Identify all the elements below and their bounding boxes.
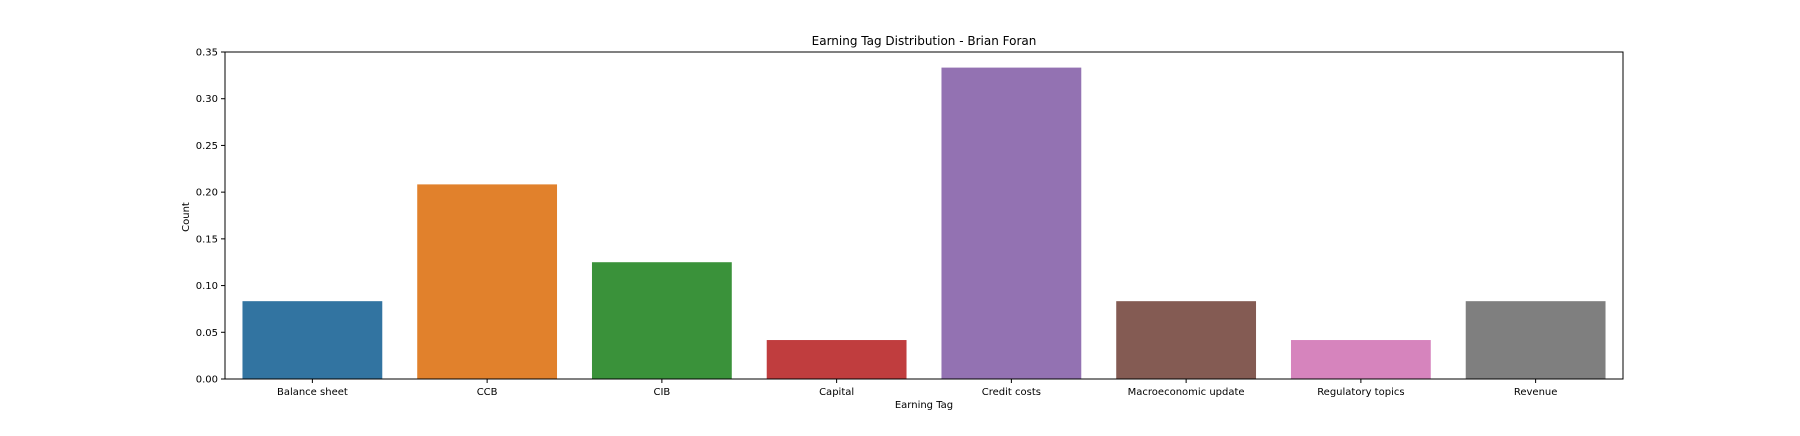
y-tick-label: 0.25 <box>196 141 218 152</box>
y-tick-label: 0.00 <box>196 375 218 386</box>
x-tick-label: Revenue <box>1514 387 1558 398</box>
x-tick-label: CIB <box>653 387 670 398</box>
x-tick-label: Capital <box>819 387 854 398</box>
bar <box>1290 340 1431 379</box>
bar <box>242 301 383 379</box>
x-axis: Balance sheet CCB CIB Capital Credit costs Ma… <box>277 379 1557 398</box>
x-tick-label: Balance sheet <box>277 387 348 398</box>
bar <box>941 67 1082 379</box>
y-axis-label: Count <box>181 202 192 232</box>
y-tick-label: 0.10 <box>196 281 218 292</box>
y-axis: 0.00 0.05 0.10 0.15 0.20 0.25 0.30 0.35 <box>196 48 225 386</box>
x-axis-label: Earning Tag <box>895 400 953 411</box>
x-tick-label: CCB <box>477 387 498 398</box>
bar <box>1116 301 1257 379</box>
bar-group <box>242 67 1606 379</box>
bar <box>1465 301 1606 379</box>
y-tick-label: 0.35 <box>196 48 218 59</box>
chart-title: Earning Tag Distribution - Brian Foran <box>812 34 1037 48</box>
x-tick-label: Credit costs <box>982 387 1041 398</box>
y-tick-label: 0.30 <box>196 94 218 105</box>
bar <box>591 262 732 379</box>
plot-frame <box>224 51 1624 380</box>
y-tick-label: 0.15 <box>196 234 218 245</box>
y-tick-label: 0.05 <box>196 328 218 339</box>
y-tick-label: 0.20 <box>196 188 218 199</box>
bar <box>766 340 907 379</box>
x-tick-label: Regulatory topics <box>1317 387 1404 398</box>
bar <box>417 184 558 379</box>
x-tick-label: Macroeconomic update <box>1128 387 1245 398</box>
